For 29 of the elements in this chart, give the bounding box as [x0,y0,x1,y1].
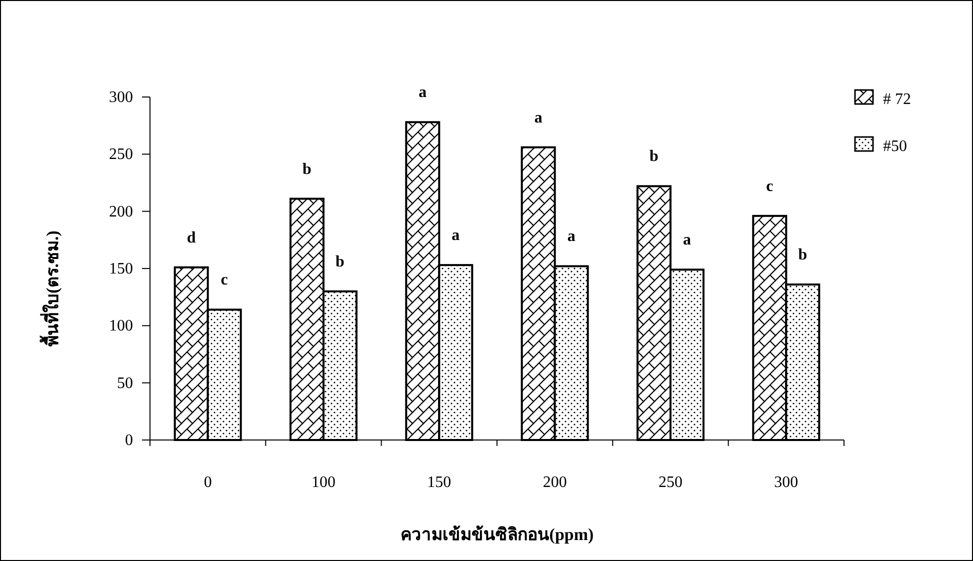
legend-label: # 72 [883,91,911,108]
x-tick-label: 150 [427,474,452,491]
annotation: b [650,148,659,166]
annotation: a [534,109,542,126]
x-tick-label: 300 [774,474,798,491]
annotation: b [302,160,312,178]
y-tick-label: 100 [109,318,133,335]
x-tick-label: 0 [204,474,212,491]
y-axis-title: พื้นที่ใบ(ตร.ซม.) [39,230,62,346]
annotation: c [766,178,774,195]
legend-label: #50 [883,138,907,155]
annotation: c [220,272,228,289]
y-tick-label: 0 [125,432,133,449]
annotation: a [683,232,691,249]
annotation: a [418,84,427,102]
annotation: b [336,253,345,270]
annotation: a [452,227,460,244]
x-tick-label: 100 [312,474,336,491]
y-tick-label: 150 [109,260,133,278]
x-tick-label: 200 [542,474,567,491]
x-tick-label: 250 [658,474,682,491]
x-axis-title: ความเข้มข้นซิลิกอน(ppm) [400,525,594,544]
annotation: b [798,246,808,264]
y-tick-label: 250 [109,146,133,164]
y-tick-label: 50 [117,374,133,392]
annotation: a [567,228,576,246]
annotation: d [186,229,196,246]
y-tick-label: 200 [109,203,133,220]
y-tick-label: 300 [109,89,133,106]
